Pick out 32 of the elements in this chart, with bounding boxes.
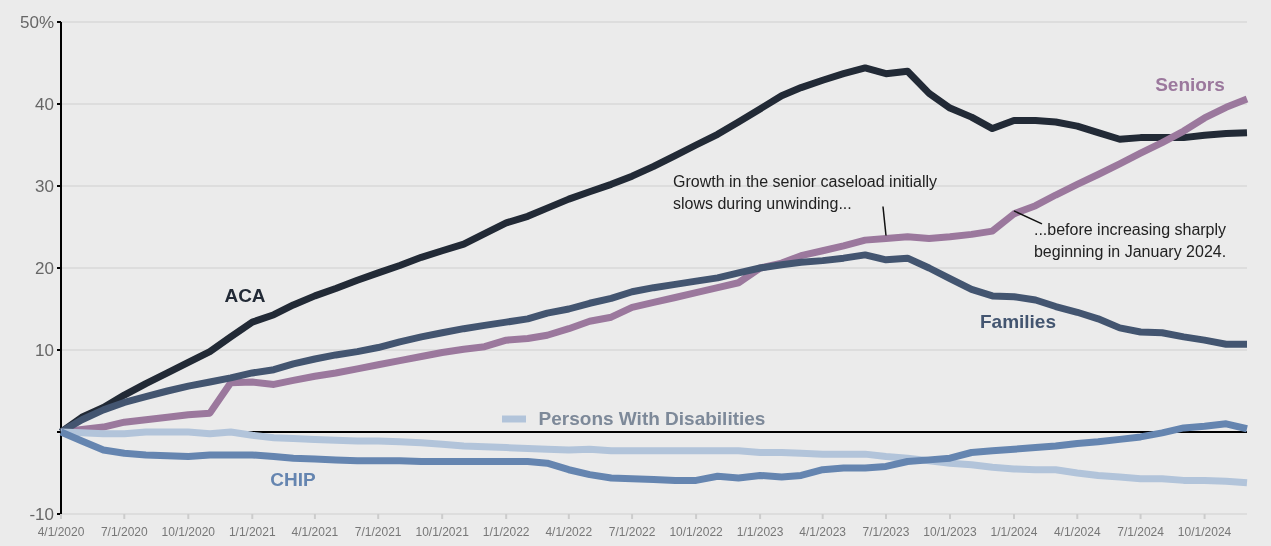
annotation: Growth in the senior caseload initially slows during unwinding... <box>672 173 938 213</box>
x-tick-label: 10/1/2022 <box>669 525 724 539</box>
x-tick-label: 4/1/2020 <box>37 525 85 539</box>
x-tick-label: 7/1/2024 <box>1117 525 1165 539</box>
x-tick-label: 1/1/2024 <box>990 525 1038 539</box>
y-tick-label: 20 <box>35 258 54 278</box>
annotation: ...before increasing sharply beginning in January 2024. <box>1033 220 1227 260</box>
y-tick-label: -10 <box>29 504 54 524</box>
series-label: Families <box>979 311 1057 332</box>
x-tick-label: 10/1/2024 <box>1177 525 1232 539</box>
legend-label: Persons With Disabilities <box>538 408 766 429</box>
x-tick-label: 7/1/2020 <box>100 525 148 539</box>
x-tick-label: 4/1/2022 <box>545 525 593 539</box>
x-tick-label: 4/1/2023 <box>799 525 847 539</box>
x-tick-label: 10/1/2020 <box>161 525 216 539</box>
y-tick-label: 50% <box>19 12 54 32</box>
x-tick-label: 1/1/2022 <box>482 525 530 539</box>
x-tick-label: 1/1/2021 <box>228 525 276 539</box>
x-tick-label: 7/1/2021 <box>354 525 402 539</box>
y-tick-label: 30 <box>35 176 54 196</box>
x-tick-label: 4/1/2021 <box>291 525 339 539</box>
x-tick-label: 10/1/2021 <box>415 525 470 539</box>
x-tick-label: 10/1/2023 <box>923 525 977 539</box>
series-label: CHIP <box>270 469 317 490</box>
series-label: Seniors <box>1155 74 1225 95</box>
x-tick-label: 4/1/2024 <box>1053 525 1101 539</box>
series-label: ACA <box>224 285 266 306</box>
x-tick-label: 7/1/2022 <box>608 525 656 539</box>
x-tick-label: 7/1/2023 <box>862 525 910 539</box>
y-tick-label: 10 <box>35 340 54 360</box>
y-tick-label: 40 <box>35 94 54 114</box>
x-tick-label: 1/1/2023 <box>736 525 784 539</box>
